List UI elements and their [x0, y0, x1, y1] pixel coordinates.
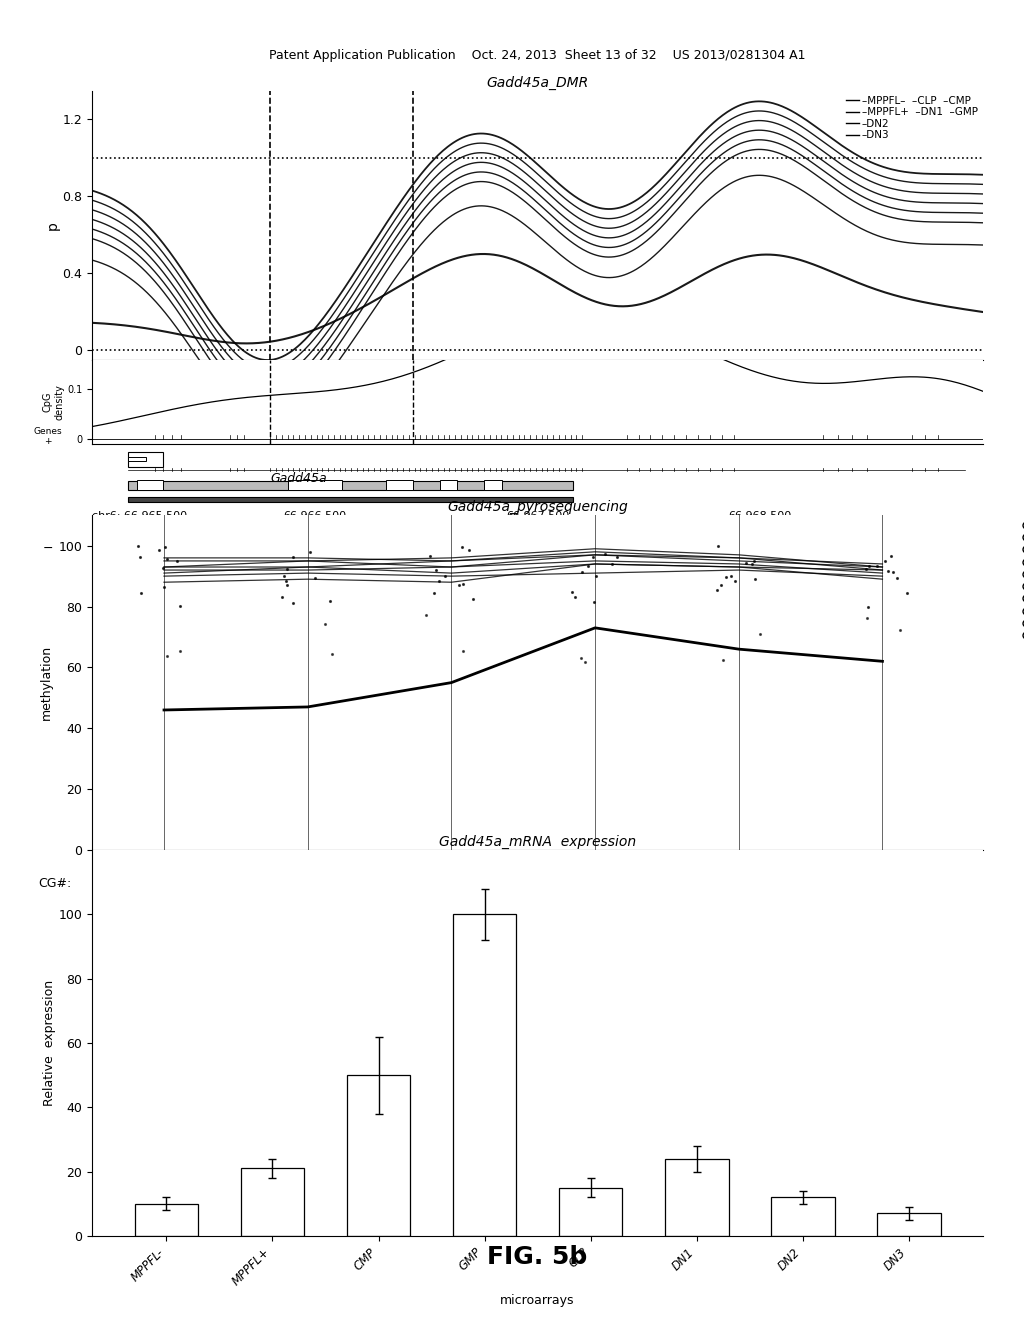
Bar [665, 1159, 728, 1236]
Bar [453, 915, 516, 1236]
Text: Patent Application Publication    Oct. 24, 2013  Sheet 13 of 32    US 2013/02813: Patent Application Publication Oct. 24, … [269, 49, 806, 62]
Text: −: − [42, 541, 53, 554]
Bar [559, 1188, 623, 1236]
Y-axis label: Relative  expression: Relative expression [43, 979, 55, 1106]
Title: Gadd45a_pyrosequencing: Gadd45a_pyrosequencing [447, 500, 628, 515]
X-axis label: microarrays: microarrays [501, 1294, 574, 1307]
Bar [128, 498, 573, 503]
Bar [877, 1213, 941, 1236]
Legend: –MPPFL–  –CLP  –CMP, –MPPFL+  –DN1  –GMP, –DN2, –DN3: –MPPFL– –CLP –CMP, –MPPFL+ –DN1 –GMP, –D… [842, 91, 982, 145]
Text: 66,968,500: 66,968,500 [729, 511, 792, 521]
Bar [771, 1197, 835, 1236]
Text: Gadd45a: Gadd45a [270, 471, 327, 484]
Text: chr6: 66,965,500: chr6: 66,965,500 [92, 511, 187, 521]
Legend: oMPPFL-, oMPPFL+, oCMP, oGMP, oCLP, oDN1, oDN2, oDN3, oMethylated, oNon-methylat: oMPPFL-, oMPPFL+, oCMP, oGMP, oCLP, oDN1… [1011, 516, 1024, 645]
Bar [128, 480, 573, 490]
Text: Genes
+: Genes + [34, 426, 61, 446]
Text: FIG. 5b: FIG. 5b [487, 1245, 588, 1270]
Title: Gadd45a_mRNA  expression: Gadd45a_mRNA expression [439, 834, 636, 849]
Bar [134, 1204, 199, 1236]
Bar [484, 480, 502, 490]
Bar [439, 480, 458, 490]
Text: 66,967,500: 66,967,500 [506, 511, 569, 521]
Bar [128, 457, 145, 461]
Bar [137, 480, 164, 490]
Text: 66,966,500: 66,966,500 [284, 511, 346, 521]
Title: Gadd45a_DMR: Gadd45a_DMR [486, 75, 589, 90]
Bar [347, 1076, 411, 1236]
Y-axis label: CpG
density: CpG density [43, 384, 65, 420]
Bar [128, 453, 164, 467]
Bar [288, 480, 342, 490]
Bar [386, 480, 413, 490]
Text: CG#:: CG#: [39, 876, 72, 890]
Y-axis label: p: p [46, 220, 59, 230]
Y-axis label: methylation: methylation [40, 645, 53, 721]
Bar [241, 1168, 304, 1236]
